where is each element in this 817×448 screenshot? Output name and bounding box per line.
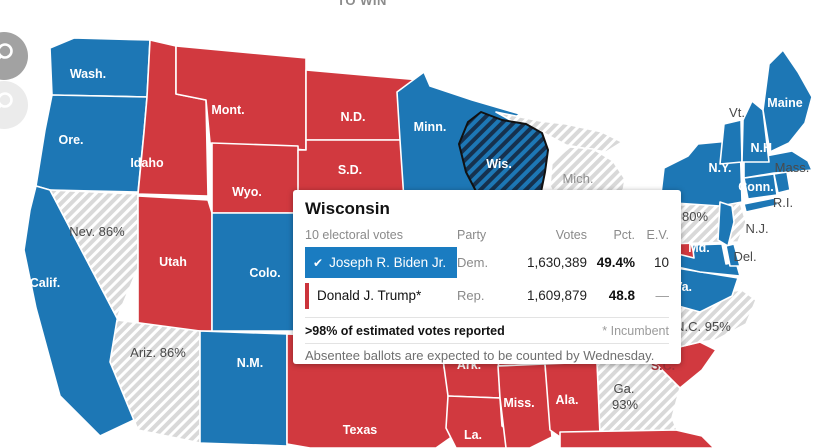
magnifier-icon	[0, 43, 13, 60]
trump-name-cell: Donald J. Trump*	[305, 282, 457, 309]
biden-name: Joseph R. Biden Jr.	[329, 255, 447, 270]
magnifier-icon	[0, 92, 13, 109]
state-washington[interactable]	[49, 37, 151, 98]
tooltip-header-row: 10 electoral votes Party Votes Pct. E.V.	[305, 224, 669, 246]
trump-ev: —	[655, 288, 670, 303]
state-oregon[interactable]	[35, 94, 148, 193]
state-alabama[interactable]	[544, 361, 603, 438]
state-maine[interactable]	[762, 49, 813, 153]
winner-check-icon: ✔	[313, 256, 324, 270]
incumbent-note: * Incumbent	[602, 323, 669, 338]
to-win-header: TO WIN	[337, 0, 387, 8]
column-votes: Votes	[555, 228, 587, 242]
biden-name-cell: ✔ Joseph R. Biden Jr.	[305, 247, 457, 278]
state-new-mexico[interactable]	[199, 330, 288, 447]
state-montana[interactable]	[175, 45, 307, 151]
state-arizona[interactable]	[109, 319, 201, 444]
biden-votes: 1,630,389	[526, 255, 587, 270]
biden-ev: 10	[653, 255, 669, 270]
column-party: Party	[457, 228, 487, 242]
absentee-footnote: Absentee ballots are expected to be coun…	[305, 343, 669, 368]
wisconsin-results-tooltip: Wisconsin 10 electoral votes Party Votes…	[293, 190, 681, 364]
trump-pct: 48.8	[608, 288, 635, 303]
state-long-island[interactable]	[743, 197, 779, 213]
state-utah[interactable]	[137, 195, 213, 332]
column-pct: Pct.	[613, 228, 635, 242]
trump-votes: 1,609,879	[526, 288, 587, 303]
biden-pct: 49.4%	[596, 255, 635, 270]
state-wyoming[interactable]	[211, 142, 301, 214]
reported-status: >98% of estimated votes reported	[305, 323, 505, 338]
column-ev: E.V.	[646, 228, 669, 242]
state-new-jersey[interactable]	[717, 201, 735, 247]
state-florida[interactable]	[559, 429, 715, 448]
state-delaware[interactable]	[725, 243, 741, 267]
electoral-votes-label: 10 electoral votes	[305, 228, 403, 242]
state-label-vt: Vt.	[729, 105, 745, 120]
candidate-row-biden: ✔ Joseph R. Biden Jr. Dem. 1,630,389 49.4…	[305, 246, 669, 279]
tooltip-title: Wisconsin	[305, 199, 390, 218]
tooltip-footer-row: >98% of estimated votes reported * Incum…	[305, 317, 669, 343]
state-vermont[interactable]	[719, 119, 743, 165]
state-mississippi[interactable]	[497, 363, 553, 448]
state-label-nj: N.J.	[745, 221, 768, 236]
biden-party: Dem.	[457, 255, 489, 270]
state-new-hampshire[interactable]	[741, 100, 770, 163]
trump-party: Rep.	[457, 288, 485, 303]
state-colorado[interactable]	[211, 212, 301, 332]
trump-name: Donald J. Trump*	[317, 287, 422, 303]
state-wisconsin-selected[interactable]	[458, 111, 549, 200]
candidate-row-trump: Donald J. Trump* Rep. 1,609,879 48.8 —	[305, 279, 669, 312]
